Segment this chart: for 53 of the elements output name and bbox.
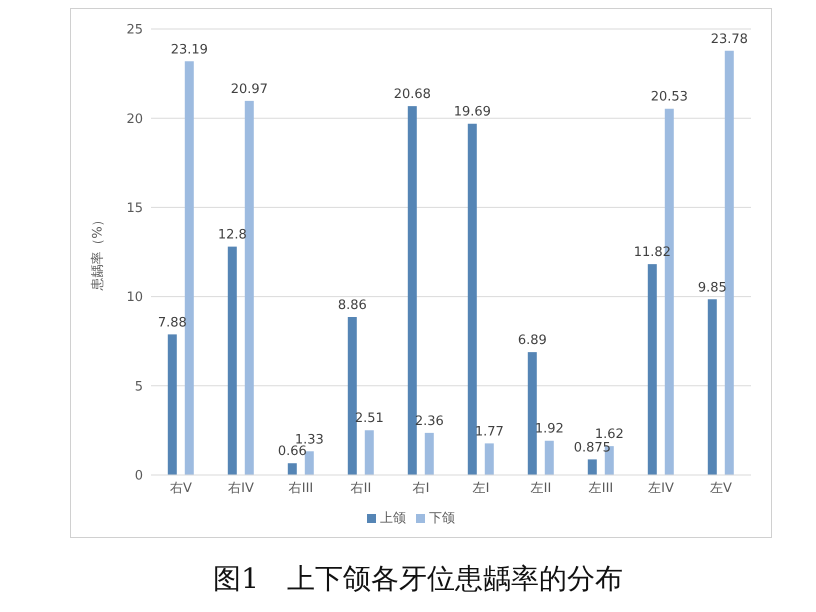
data-label: 20.68: [394, 87, 431, 102]
y-tick-label: 10: [126, 290, 143, 306]
x-tick-label: 左I: [472, 481, 490, 496]
data-label: 19.69: [454, 104, 491, 120]
x-tick-label: 左II: [530, 481, 552, 496]
data-label: 20.97: [230, 82, 268, 97]
bar: [244, 100, 254, 475]
x-tick-label: 左V: [710, 481, 732, 496]
y-axis-title: 患龋率（%）: [90, 213, 106, 292]
data-label: 8.86: [338, 298, 367, 313]
bar: [708, 299, 717, 475]
bar: [304, 451, 314, 475]
x-tick-label: 左IV: [648, 481, 674, 496]
x-tick-label: 右II: [350, 481, 372, 496]
bar: [348, 316, 357, 475]
x-tick-label: 左III: [588, 481, 614, 496]
bar: [528, 352, 537, 475]
bar: [544, 440, 554, 475]
y-tick-label: 15: [126, 201, 143, 216]
bar: [468, 124, 477, 475]
data-label: 11.82: [634, 245, 671, 260]
legend-label: 下颌: [429, 511, 455, 526]
data-label: 0.66: [278, 444, 307, 460]
data-label: 12.8: [218, 228, 247, 243]
y-tick-label: 25: [126, 22, 143, 38]
data-label: 6.89: [518, 333, 547, 348]
text: 图1 上下颌各牙位患龋率的分布: [212, 561, 624, 597]
bar: [648, 264, 657, 475]
bar: [168, 334, 177, 475]
bar: [588, 459, 597, 475]
legend-label: 上颌: [380, 511, 406, 526]
x-tick-label: 右IV: [228, 481, 254, 496]
data-label: 7.88: [158, 315, 187, 330]
y-tick-label: 20: [126, 112, 143, 127]
data-label: 9.85: [698, 280, 727, 296]
data-label: 23.19: [170, 42, 208, 58]
data-label: 20.53: [650, 90, 688, 105]
data-label: 1.62: [594, 427, 624, 442]
x-tick-label: 右III: [288, 481, 314, 496]
y-tick-label: 5: [134, 379, 143, 394]
bar: [408, 106, 417, 475]
bar: [424, 432, 434, 475]
y-tick-label: 0: [134, 468, 143, 484]
bar: [484, 443, 494, 475]
data-label: 0.875: [574, 440, 611, 456]
bar: [364, 430, 374, 475]
x-tick-label: 右V: [170, 481, 192, 496]
x-tick-label: 右I: [412, 481, 430, 496]
bar: [228, 246, 237, 475]
bar: [288, 463, 297, 475]
bar: [184, 61, 194, 475]
data-label: 23.78: [710, 32, 748, 47]
bar: [724, 50, 734, 475]
